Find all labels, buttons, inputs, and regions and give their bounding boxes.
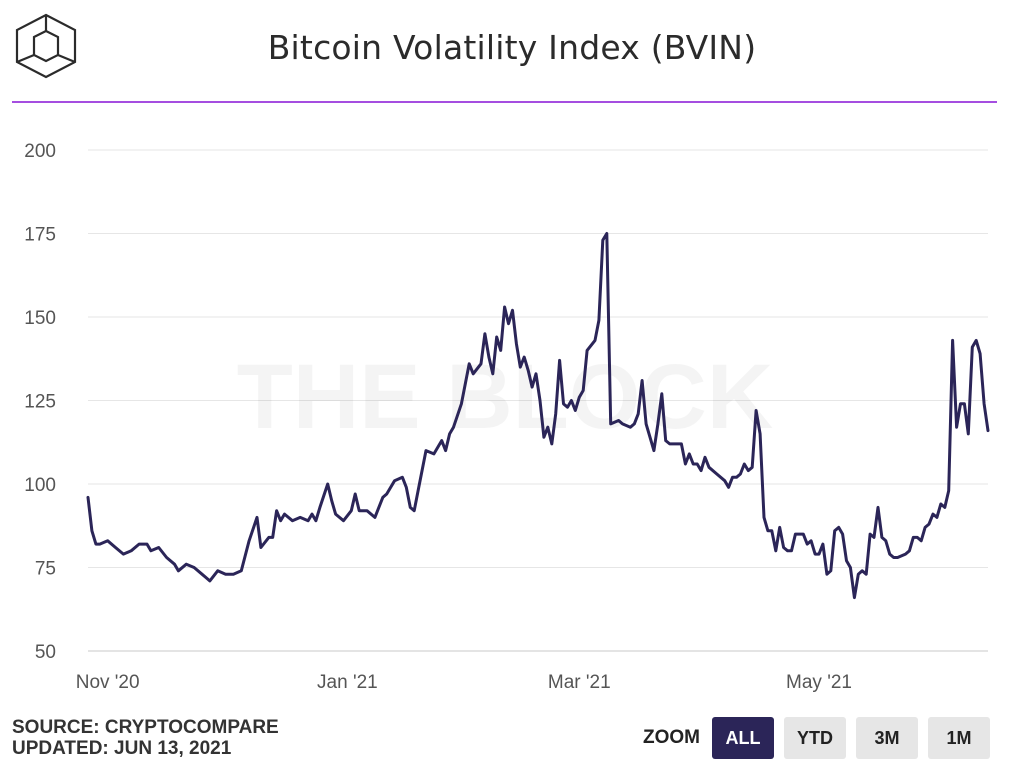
y-tick-label: 150 xyxy=(24,308,56,329)
x-tick-label: Nov '20 xyxy=(76,672,140,693)
x-tick-label: Mar '21 xyxy=(548,672,611,693)
zoom-3m-button[interactable]: 3M xyxy=(856,717,918,759)
y-tick-label: 75 xyxy=(35,559,56,580)
x-tick-label: Jan '21 xyxy=(317,672,378,693)
line-chart: THE BLOCK 50 75 100 125 150 175 200 Nov '20 Jan… xyxy=(24,141,990,693)
series-line xyxy=(86,232,990,600)
zoom-1m-button[interactable]: 1M xyxy=(928,717,990,759)
watermark: THE BLOCK xyxy=(237,346,774,448)
zoom-controls: ZOOM ALL YTD 3M 1M xyxy=(643,717,990,759)
x-tick-label: May '21 xyxy=(786,672,852,693)
source-text: SOURCE: CRYPTOCOMPARE xyxy=(12,717,279,738)
y-axis-ticks: 50 75 100 125 150 175 200 xyxy=(24,141,56,663)
y-tick-label: 100 xyxy=(24,475,56,496)
title-divider xyxy=(12,101,997,103)
x-axis-ticks: Nov '20 Jan '21 Mar '21 May '21 xyxy=(76,672,852,693)
y-tick-label: 125 xyxy=(24,392,56,413)
chart-title: Bitcoin Volatility Index (BVIN) xyxy=(267,28,757,67)
zoom-all-button[interactable]: ALL xyxy=(712,717,774,759)
zoom-ytd-button[interactable]: YTD xyxy=(784,717,846,759)
zoom-label: ZOOM xyxy=(643,727,700,748)
y-tick-label: 175 xyxy=(24,225,56,246)
gridlines xyxy=(88,149,988,652)
the-block-logo xyxy=(15,13,77,79)
y-tick-label: 50 xyxy=(35,642,56,663)
updated-text: UPDATED: JUN 13, 2021 xyxy=(12,738,232,759)
y-tick-label: 200 xyxy=(24,141,56,162)
source-block: SOURCE: CRYPTOCOMPARE UPDATED: JUN 13, 2… xyxy=(12,717,279,759)
